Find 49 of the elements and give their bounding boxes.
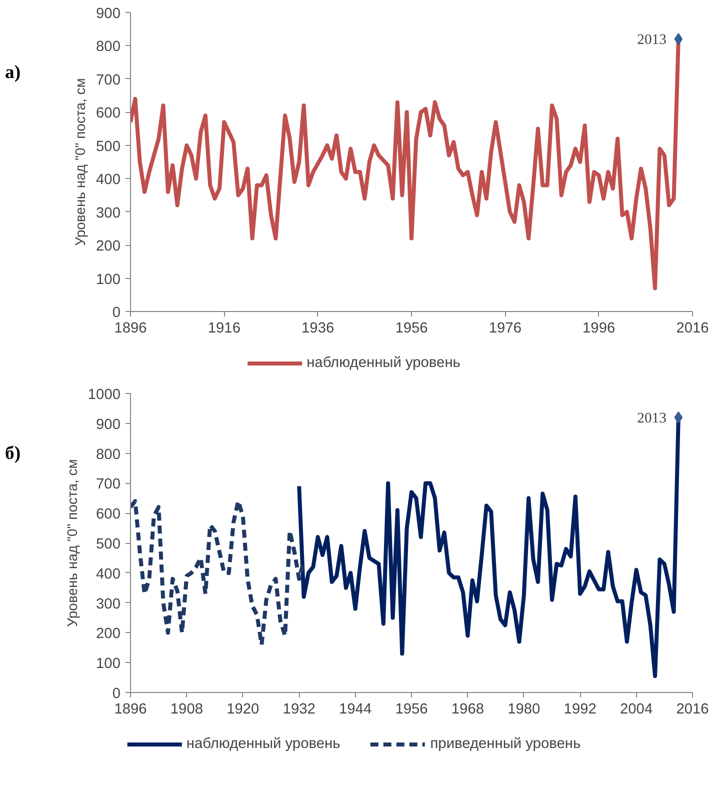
y-tick-label: 500: [96, 536, 121, 552]
y-tick-label: 200: [96, 238, 121, 255]
annotation: 2013: [637, 32, 666, 48]
text: б): [5, 442, 21, 466]
annotation: 2013: [637, 410, 666, 426]
y-tick-label: 1000: [88, 387, 121, 403]
text: а): [5, 61, 21, 85]
x-tick-label: 1932: [282, 702, 316, 718]
y-tick-label: 600: [96, 106, 121, 122]
x-tick-label: 1908: [170, 702, 204, 718]
x-tick-label: 1920: [226, 702, 260, 718]
y-tick-label: 900: [96, 6, 121, 22]
x-tick-label: 1996: [582, 320, 616, 336]
y-tick-label: 700: [96, 72, 121, 88]
x-tick-label: 2016: [676, 320, 709, 336]
x-tick-label: 1896: [114, 320, 147, 336]
y-tick-label: 600: [96, 506, 121, 523]
x-tick-label: 2016: [676, 702, 709, 718]
x-tick-label: 1968: [451, 702, 484, 718]
x-tick-label: 1956: [395, 702, 428, 718]
y-tick-label: 800: [96, 39, 121, 56]
legend-label: приведенный уровень: [430, 736, 581, 752]
y-tick-label: 200: [96, 626, 121, 642]
x-tick-label: 2004: [620, 702, 653, 718]
legend-label: наблюденный уровень: [306, 355, 460, 371]
y-tick-label: 900: [96, 416, 121, 433]
y-tick-label: 0: [112, 686, 121, 702]
y-axis-title: Уровень над "0" поста, см: [72, 78, 88, 246]
y-axis-title: Уровень над "0" поста, см: [64, 459, 80, 627]
y-tick-label: 400: [96, 172, 121, 188]
x-tick-label: 1896: [114, 702, 147, 718]
x-tick-label: 1980: [508, 702, 540, 718]
y-tick-label: 500: [96, 138, 121, 155]
y-tick-label: 0: [112, 305, 121, 321]
y-tick-label: 300: [96, 596, 121, 612]
y-tick-label: 100: [96, 272, 121, 288]
x-tick-label: 1916: [208, 320, 240, 336]
legend-label: наблюденный уровень: [186, 736, 340, 752]
x-tick-label: 1956: [395, 320, 428, 336]
y-tick-label: 300: [96, 205, 121, 222]
y-tick-label: 700: [96, 476, 121, 493]
line-series: [130, 499, 306, 647]
x-tick-label: 1944: [339, 702, 372, 718]
y-tick-label: 400: [96, 566, 121, 582]
x-tick-label: 1976: [488, 320, 522, 336]
y-tick-label: 100: [96, 656, 121, 672]
y-tick-label: 800: [96, 446, 121, 463]
x-tick-label: 1936: [302, 320, 334, 336]
x-tick-label: 1992: [564, 702, 596, 718]
